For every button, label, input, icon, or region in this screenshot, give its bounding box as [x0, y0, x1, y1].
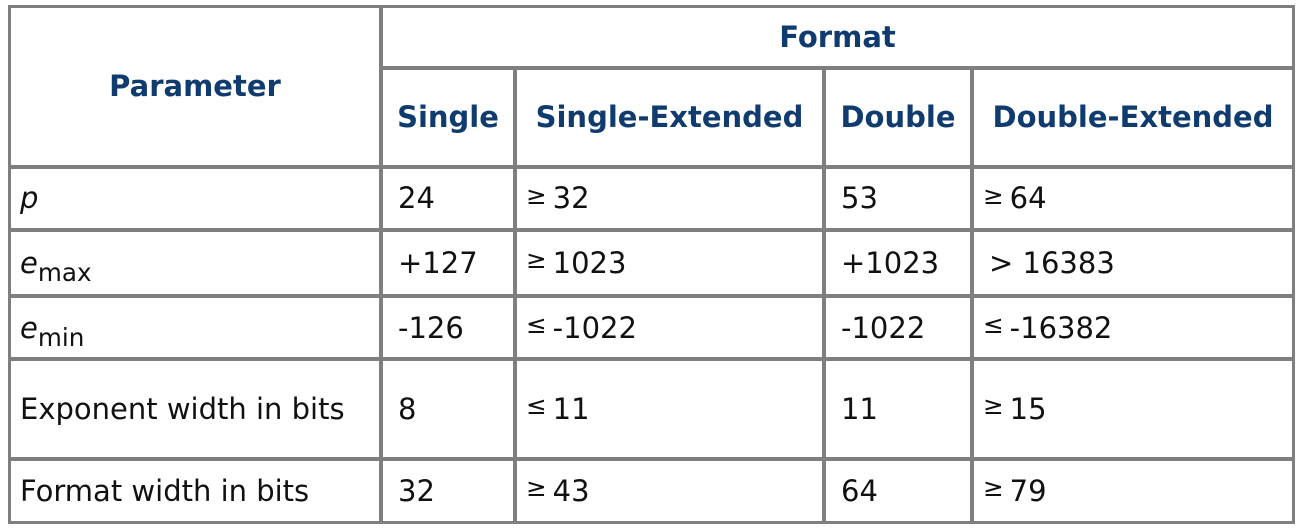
- cell-value: 24: [398, 181, 435, 216]
- table-cell: +127: [381, 229, 515, 297]
- table-cell: ≥79: [972, 458, 1295, 523]
- row-label: Exponent width in bits: [9, 359, 381, 459]
- table-cell: ≥32: [515, 166, 824, 230]
- table-cell: ≤11: [515, 359, 824, 459]
- relation-sign: ≥: [983, 473, 1004, 503]
- cell-value: +1023: [841, 245, 940, 280]
- table-row-format-width: Format width in bits 32 ≥43 64 ≥79: [9, 458, 1295, 523]
- relation-sign: ≤: [526, 391, 547, 421]
- relation-sign: ≥: [983, 180, 1004, 210]
- table-cell: ≤ -16382: [972, 296, 1295, 360]
- cell-value: 11: [552, 391, 590, 426]
- cell-value: 32: [398, 473, 435, 508]
- cell-value: 79: [1009, 473, 1047, 508]
- cell-value: 11: [841, 391, 878, 426]
- table-cell: 53: [824, 166, 972, 230]
- header-single: Single: [381, 68, 515, 167]
- row-label-text: e: [20, 245, 38, 280]
- table-row-p: p 24 ≥32 53 ≥64: [9, 166, 1295, 230]
- table-cell: -126: [381, 296, 515, 360]
- header-double-extended: Double-Extended: [972, 68, 1295, 167]
- relation-sign: ≤: [983, 310, 1004, 340]
- cell-value: 64: [841, 473, 878, 508]
- header-parameter: Parameter: [9, 6, 381, 167]
- table-cell: 11: [824, 359, 972, 459]
- header-row-columns: Single Single-Extended Double Double-Ext…: [9, 68, 1295, 167]
- table-cell: ≥1023: [515, 229, 824, 297]
- table-row-exponent-width: Exponent width in bits 8 ≤11 11 ≥15: [9, 359, 1295, 459]
- table-cell: -1022: [824, 296, 972, 360]
- cell-value: 32: [552, 181, 590, 216]
- header-single-extended: Single-Extended: [515, 68, 824, 167]
- cell-value: -1022: [552, 310, 637, 345]
- table-cell: 32: [381, 458, 515, 523]
- table-cell: > 16383: [972, 229, 1295, 297]
- row-label-subscript: min: [37, 323, 85, 353]
- table-cell: ≥15: [972, 359, 1295, 459]
- table-cell: ≤ -1022: [515, 296, 824, 360]
- row-label-text: Format width in bits: [20, 473, 310, 508]
- table-cell: 8: [381, 359, 515, 459]
- row-label-text: p: [20, 181, 39, 216]
- cell-value: -126: [398, 310, 464, 345]
- cell-value: 15: [1009, 391, 1047, 426]
- row-label: emin: [9, 296, 381, 360]
- cell-value: +127: [398, 245, 478, 280]
- header-row-format: Parameter Format: [9, 6, 1295, 167]
- relation-sign: ≥: [983, 391, 1004, 421]
- row-label: Format width in bits: [9, 458, 381, 523]
- cell-value: 1023: [552, 245, 627, 280]
- relation-sign: ≥: [526, 245, 547, 275]
- relation-sign: ≥: [526, 473, 547, 503]
- relation-sign: ≤: [526, 310, 547, 340]
- format-parameters-table: Parameter Format Single Single-Extended …: [8, 5, 1296, 524]
- table-row-emin: emin -126 ≤ -1022 -1022 ≤ -16382: [9, 296, 1295, 360]
- table-cell: 24: [381, 166, 515, 230]
- row-label-text: e: [20, 310, 38, 345]
- table-cell: 64: [824, 458, 972, 523]
- cell-value: -1022: [841, 310, 926, 345]
- cell-value: 53: [841, 181, 878, 216]
- row-label: p: [9, 166, 381, 230]
- table-row-emax: emax +127 ≥1023 +1023 > 16383: [9, 229, 1295, 297]
- cell-value: 64: [1009, 181, 1047, 216]
- cell-value: 43: [552, 473, 590, 508]
- cell-value: -16382: [1009, 310, 1113, 345]
- cell-value: > 16383: [989, 245, 1115, 280]
- cell-value: 8: [398, 391, 417, 426]
- table-cell: ≥64: [972, 166, 1295, 230]
- relation-sign: ≥: [526, 180, 547, 210]
- table-cell: ≥43: [515, 458, 824, 523]
- header-format: Format: [381, 6, 1295, 69]
- table-cell: +1023: [824, 229, 972, 297]
- row-label: emax: [9, 229, 381, 297]
- header-double: Double: [824, 68, 972, 167]
- row-label-subscript: max: [37, 258, 92, 288]
- row-label-text: Exponent width in bits: [20, 391, 345, 426]
